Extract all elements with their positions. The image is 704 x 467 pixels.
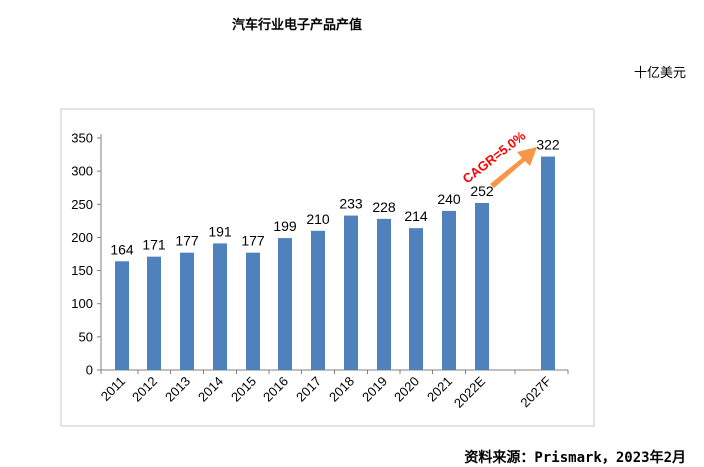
data-label-2013: 177 <box>175 233 199 249</box>
category-label-2015: 2015 <box>228 374 259 405</box>
unit-label: 十亿美元 <box>633 66 686 81</box>
bar-2017 <box>311 230 325 370</box>
bar-2015 <box>246 252 260 370</box>
data-label-2017: 210 <box>306 211 330 227</box>
bar-2013 <box>180 252 194 370</box>
bar-2021 <box>442 210 456 370</box>
y-tick-label: 300 <box>71 164 93 179</box>
category-label-2013: 2013 <box>162 374 193 405</box>
y-tick-label: 100 <box>71 296 93 311</box>
bar-2011 <box>115 261 129 370</box>
bar-2018 <box>344 215 358 370</box>
y-tick-label: 200 <box>71 230 93 245</box>
bar-2027F <box>541 156 555 370</box>
data-label-2016: 199 <box>273 218 297 234</box>
page-title: 汽车行业电子产品产值 <box>231 18 362 33</box>
data-label-2020: 214 <box>404 208 428 224</box>
data-label-2019: 228 <box>372 199 396 215</box>
bar-2012 <box>147 256 161 370</box>
bar-2016 <box>278 238 292 370</box>
category-label-2027F: 2027F <box>517 373 554 410</box>
category-label-2016: 2016 <box>260 374 291 405</box>
category-label-2012: 2012 <box>129 374 160 405</box>
category-label-2020: 2020 <box>391 374 422 405</box>
y-tick-label: 0 <box>86 363 93 378</box>
data-label-2022E: 252 <box>470 183 494 199</box>
category-label-2022E: 2022E <box>451 373 488 410</box>
y-tick-label: 350 <box>71 131 93 146</box>
bar-2019 <box>377 218 391 370</box>
data-label-2011: 164 <box>110 241 134 257</box>
category-label-2014: 2014 <box>195 374 226 405</box>
data-label-2021: 240 <box>437 191 461 207</box>
bar-2022E <box>475 202 489 370</box>
data-label-2014: 191 <box>208 223 232 239</box>
chart-frame <box>60 108 595 427</box>
category-label-2018: 2018 <box>326 374 357 405</box>
data-label-2012: 171 <box>142 237 166 253</box>
y-tick-label: 150 <box>71 263 93 278</box>
bar-2020 <box>409 228 423 370</box>
bar-2014 <box>213 243 227 370</box>
category-label-2017: 2017 <box>293 374 324 405</box>
category-label-2019: 2019 <box>359 374 390 405</box>
data-label-2027F: 322 <box>536 137 560 153</box>
cagr-annotation: CAGR=5.0% <box>460 128 529 187</box>
cagr-arrow <box>490 147 537 188</box>
data-label-2015: 177 <box>241 233 265 249</box>
y-tick-label: 50 <box>79 329 93 344</box>
source-label: 资料来源：Prismark，2023年2月 <box>464 450 686 466</box>
data-label-2018: 233 <box>339 196 363 212</box>
category-label-2011: 2011 <box>98 374 128 404</box>
y-tick-label: 250 <box>71 197 93 212</box>
